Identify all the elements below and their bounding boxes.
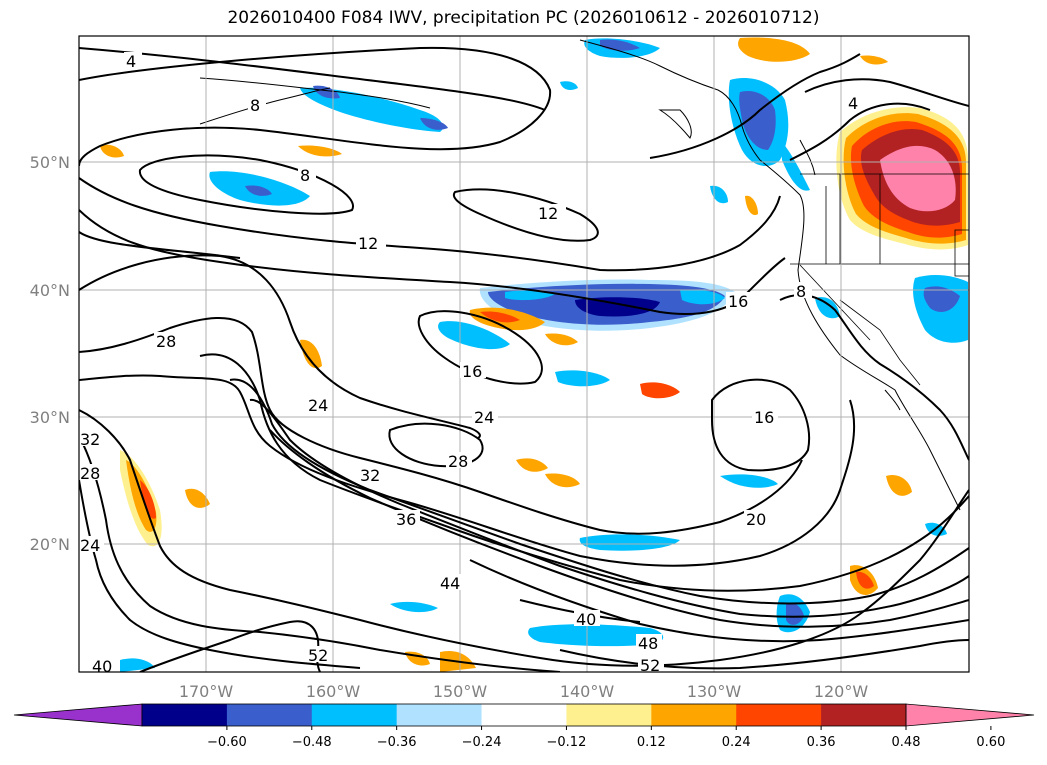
- colorbar-box: [396, 704, 483, 726]
- lat-label: 40°N: [30, 281, 70, 300]
- colorbar-frame: [141, 703, 907, 727]
- colorbar-tick-label: −0.12: [547, 735, 587, 750]
- contour-label: 44: [440, 574, 460, 593]
- colorbar-tick-label: 0.36: [807, 735, 836, 750]
- contour-label: 48: [638, 634, 658, 653]
- colorbar-tick-label: −0.36: [377, 735, 417, 750]
- lon-label: 150°W: [433, 682, 488, 701]
- contour-label: 36: [396, 510, 416, 529]
- contour-label: 28: [448, 452, 468, 471]
- contour-label: 16: [728, 292, 748, 311]
- colorbar-box: [311, 704, 398, 726]
- contour-label: 8: [250, 96, 260, 115]
- plot-frame: [78, 35, 970, 673]
- contour-label: 52: [308, 646, 328, 665]
- colorbar-box: [821, 704, 907, 726]
- contour-label: 8: [796, 282, 806, 301]
- contour-label: 28: [80, 464, 100, 483]
- lon-label: 130°W: [687, 682, 742, 701]
- colorbar-tick-label: 0.60: [976, 735, 1005, 750]
- contour-label: 20: [746, 510, 766, 529]
- lon-label: 170°W: [179, 682, 234, 701]
- colorbar-box: [481, 704, 567, 726]
- colorbar-tick-label: −0.48: [292, 735, 332, 750]
- colorbar-box: [651, 704, 737, 726]
- contour-label: 32: [80, 430, 100, 449]
- colorbar-box: [142, 704, 228, 726]
- colorbar-box: [736, 704, 822, 726]
- lat-label: 50°N: [30, 153, 70, 172]
- colorbar-tick-label: −0.60: [207, 735, 247, 750]
- colorbar-tick-label: 0.24: [722, 735, 751, 750]
- contour-label: 40: [576, 610, 596, 629]
- contour-label: 4: [848, 94, 858, 113]
- contour-label: 16: [462, 362, 482, 381]
- contour-label: 24: [474, 408, 494, 427]
- contour-label: 24: [308, 396, 328, 415]
- contour-label: 28: [156, 332, 176, 351]
- colorbar-box: [566, 704, 652, 726]
- map-plot-area: 4 8 8 12 12 16 16 16 20 24 24 28 28: [79, 36, 969, 676]
- contour-label: 40: [92, 657, 112, 676]
- contour-label: 12: [358, 234, 378, 253]
- contour-label: 52: [640, 656, 660, 675]
- coastlines: [199, 39, 961, 511]
- colorbar-tick-label: 0.12: [637, 735, 666, 750]
- lon-label: 120°W: [814, 682, 869, 701]
- contour-label: 32: [360, 466, 380, 485]
- colorbar: −0.60 −0.48 −0.36 −0.24 −0.12 0.12 0.24 0.36 0.4…: [13, 703, 1035, 750]
- colorbar-box: [226, 704, 313, 726]
- political-boundaries: [790, 173, 969, 386]
- latitude-labels: 50°N 40°N 30°N 20°N: [30, 153, 70, 554]
- lat-label: 30°N: [30, 408, 70, 427]
- longitude-labels: 170°W 160°W 150°W 140°W 130°W 120°W: [179, 682, 869, 701]
- contour-label: 8: [300, 166, 310, 185]
- gridlines: [79, 36, 969, 672]
- contour-labels: 4 8 8 12 12 16 16 16 20 24 24 28 28: [79, 52, 864, 676]
- contour-label: 24: [80, 536, 100, 555]
- contour-label: 16: [754, 408, 774, 427]
- lat-label: 20°N: [30, 535, 70, 554]
- colorbar-tick-label: −0.24: [462, 735, 502, 750]
- colorbar-tick-label: 0.48: [892, 735, 921, 750]
- lon-label: 140°W: [560, 682, 615, 701]
- colorbar-extend-min: [13, 703, 143, 727]
- contour-label: 12: [538, 204, 558, 223]
- lon-label: 160°W: [306, 682, 361, 701]
- map-title: 2026010400 F084 IWV, precipitation PC (2…: [227, 8, 820, 28]
- contour-label: 4: [126, 52, 136, 71]
- colorbar-extend-max: [905, 703, 1035, 727]
